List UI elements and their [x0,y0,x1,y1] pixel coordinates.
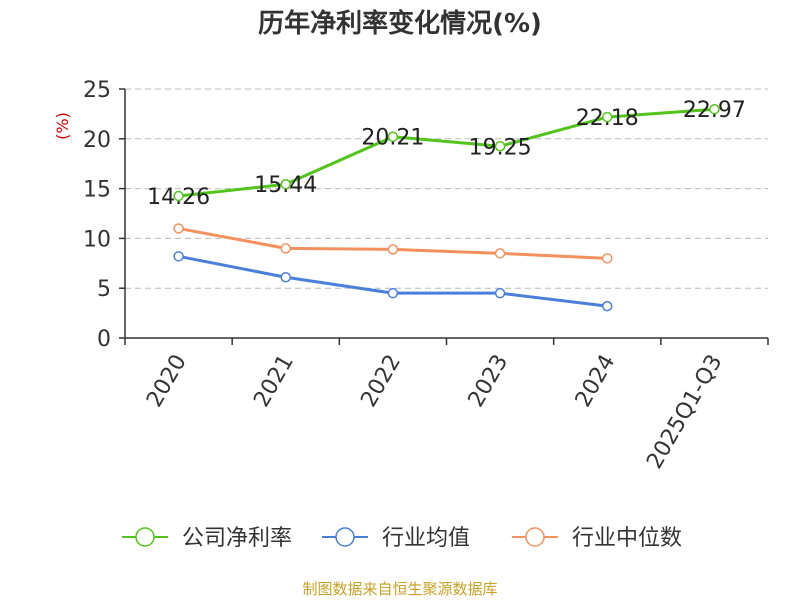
data-label: 19.25 [469,135,532,160]
legend-label: 行业中位数 [572,526,682,551]
y-tick-label: 20 [83,128,111,153]
legend-item-1[interactable]: 行业均值 [322,526,470,551]
y-tick-label: 5 [97,277,111,302]
data-point[interactable] [494,287,506,299]
data-point[interactable] [709,103,720,115]
grid-lines [125,88,768,289]
data-point[interactable] [280,243,291,254]
y-axis-label: (%) [53,112,72,140]
legend-label: 行业均值 [382,526,470,551]
x-tick-label: 2021 [249,351,299,412]
axes: 0 5 10 15 20 25 2020 2021 2022 2023 2024 2025Q1-Q3 [83,78,769,474]
data-point[interactable] [602,111,613,123]
series-line-0 [178,107,715,198]
series-layer [173,103,720,312]
x-tick-label: 2023 [464,351,514,412]
legend-item-2[interactable]: 行业中位数 [512,526,682,551]
data-point[interactable] [280,271,291,283]
data-point[interactable] [173,190,184,202]
y-tick-label: 0 [97,327,111,352]
legend-marker [525,527,545,547]
data-label: 22.18 [576,106,639,131]
legend-marker [335,527,355,547]
data-point[interactable] [387,131,399,142]
y-tick-label: 10 [83,227,111,252]
legend[interactable]: 公司净利率 行业均值 行业中位数 [122,526,682,551]
data-point[interactable] [494,248,506,259]
data-point[interactable] [602,300,613,312]
data-label: 15.44 [254,173,317,198]
data-label: 14.26 [147,185,210,210]
y-tick-label: 15 [83,178,111,203]
data-point[interactable] [173,223,184,234]
data-label: 22.97 [683,98,746,123]
x-tick-label: 2025Q1-Q3 [642,351,727,474]
data-labels: 14.26 15.44 20.21 19.25 22.18 22.97 [147,98,746,210]
data-label: 20.21 [361,126,424,151]
data-point[interactable] [602,253,613,264]
legend-marker [135,527,155,547]
chart-title: 历年净利率变化情况(%) [258,8,542,39]
x-tick-label: 2020 [142,351,192,412]
data-point[interactable] [387,287,399,299]
data-point[interactable] [494,141,506,152]
x-tick-label: 2024 [571,351,621,412]
x-tick-label: 2022 [356,351,406,412]
data-point[interactable] [173,251,184,262]
legend-item-0[interactable]: 公司净利率 [122,526,292,551]
y-tick-label: 25 [83,78,111,103]
source-note: 制图数据来自恒生聚源数据库 [302,580,497,598]
legend-label: 公司净利率 [182,526,292,551]
series-line-1 [178,254,608,308]
data-point[interactable] [387,244,399,255]
data-point[interactable] [280,178,291,190]
